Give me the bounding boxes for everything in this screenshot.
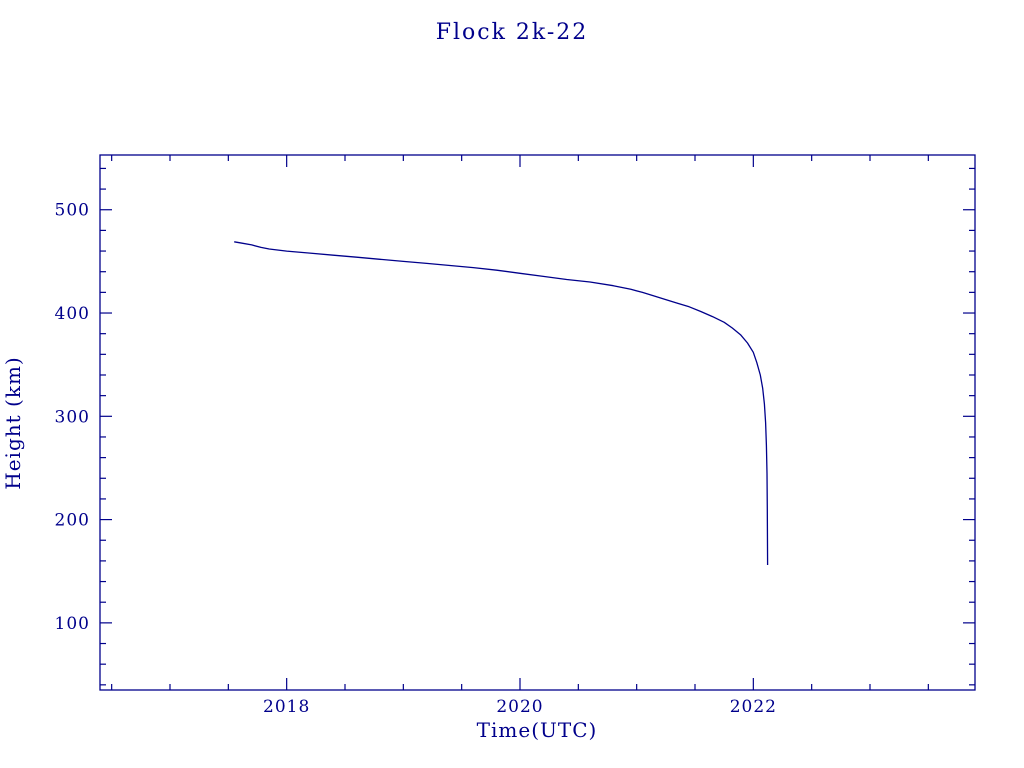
x-tick-label: 2020	[496, 697, 543, 717]
plot-border	[99, 154, 976, 691]
x-tick-label: 2022	[730, 697, 777, 717]
chart-title: Flock 2k-22	[436, 20, 589, 45]
x-axis-label: Time(UTC)	[477, 718, 598, 742]
y-tick-label: 300	[55, 407, 90, 427]
plot-area: 2018 2020 2022 100 200 300 400 500	[55, 154, 976, 717]
y-tick-label: 200	[55, 511, 90, 531]
y-tick-label: 400	[55, 304, 90, 324]
y-axis-label: Height (km)	[1, 356, 25, 489]
y-tick-label: 500	[55, 201, 90, 221]
data-line	[234, 241, 769, 566]
x-tick-label: 2018	[263, 697, 310, 717]
y-tick-label: 100	[55, 614, 90, 634]
